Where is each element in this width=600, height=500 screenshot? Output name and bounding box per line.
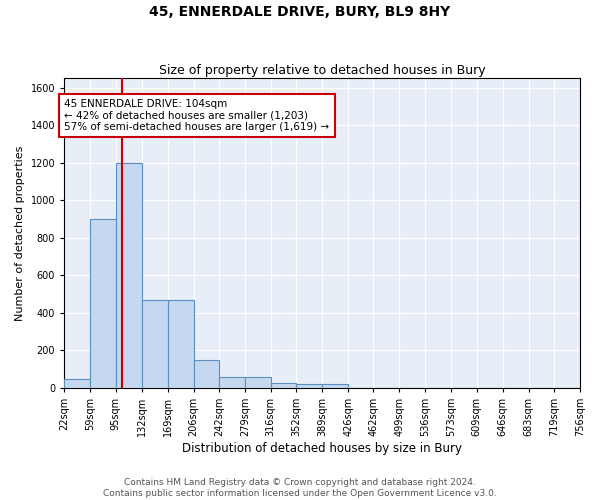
Bar <box>142 300 167 388</box>
Bar <box>296 384 322 388</box>
Bar <box>64 378 90 388</box>
X-axis label: Distribution of detached houses by size in Bury: Distribution of detached houses by size … <box>182 442 462 455</box>
Bar <box>116 162 142 388</box>
Bar <box>322 384 348 388</box>
Bar <box>271 384 296 388</box>
Text: Contains HM Land Registry data © Crown copyright and database right 2024.
Contai: Contains HM Land Registry data © Crown c… <box>103 478 497 498</box>
Text: 45 ENNERDALE DRIVE: 104sqm
← 42% of detached houses are smaller (1,203)
57% of s: 45 ENNERDALE DRIVE: 104sqm ← 42% of deta… <box>64 99 329 132</box>
Title: Size of property relative to detached houses in Bury: Size of property relative to detached ho… <box>159 64 485 77</box>
Bar <box>167 300 194 388</box>
Bar <box>245 377 271 388</box>
Bar <box>90 219 116 388</box>
Bar <box>219 377 245 388</box>
Bar <box>194 360 219 388</box>
Y-axis label: Number of detached properties: Number of detached properties <box>15 146 25 321</box>
Text: 45, ENNERDALE DRIVE, BURY, BL9 8HY: 45, ENNERDALE DRIVE, BURY, BL9 8HY <box>149 5 451 19</box>
